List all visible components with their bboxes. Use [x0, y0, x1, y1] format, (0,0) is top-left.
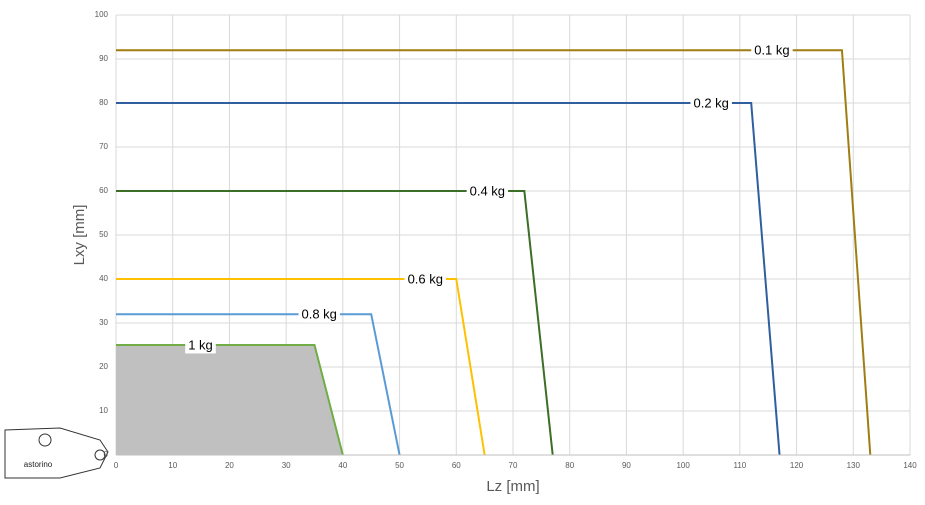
y-tick-label: 60 [99, 186, 108, 195]
x-tick-label: 0 [114, 461, 119, 470]
x-tick-label: 60 [452, 461, 461, 470]
label-background [690, 94, 732, 112]
series-label: 0.6 kg [408, 271, 443, 286]
label-background [298, 305, 340, 323]
y-tick-label: 100 [95, 10, 109, 19]
y-axis-title: Lxy [mm] [71, 205, 88, 266]
y-tick-label: 70 [99, 142, 108, 151]
x-tick-label: 130 [847, 461, 861, 470]
label-background [404, 270, 446, 288]
x-tick-label: 90 [622, 461, 631, 470]
shaded-area [116, 345, 343, 455]
y-tick-label: 80 [99, 98, 108, 107]
x-tick-label: 100 [676, 461, 690, 470]
robot-sketch [4, 427, 109, 479]
series-label: 0.4 kg [470, 183, 505, 198]
y-tick-label: 0 [104, 450, 109, 459]
series-line [116, 49, 872, 456]
series-label: 0.2 kg [693, 95, 728, 110]
robot-joint [94, 449, 106, 461]
x-tick-label: 80 [565, 461, 574, 470]
x-tick-label: 140 [903, 461, 917, 470]
series-line [116, 278, 486, 456]
y-tick-label: 40 [99, 274, 108, 283]
label-background [751, 41, 793, 59]
label-background [185, 336, 216, 354]
x-tick-label: 10 [168, 461, 177, 470]
x-tick-label: 110 [733, 461, 746, 470]
y-tick-label: 30 [99, 318, 108, 327]
series-line [116, 190, 554, 456]
robot-joint [38, 433, 52, 447]
series-label: 0.1 kg [754, 43, 789, 58]
series-line [116, 313, 401, 456]
series-label: 0.8 kg [302, 307, 337, 322]
x-axis-title: Lz [mm] [486, 478, 539, 495]
x-tick-label: 20 [225, 461, 234, 470]
y-tick-label: 50 [99, 230, 108, 239]
logo: astorino [4, 427, 109, 479]
y-tick-label: 10 [99, 406, 108, 415]
series-line [116, 344, 344, 456]
series-label: 1 kg [188, 337, 213, 352]
x-tick-label: 30 [282, 461, 291, 470]
y-tick-label: 20 [99, 362, 108, 371]
x-tick-label: 120 [790, 461, 804, 470]
label-background [466, 182, 509, 200]
logo-text: astorino [24, 460, 53, 469]
series-line [116, 102, 781, 456]
x-tick-label: 50 [395, 461, 404, 470]
y-tick-label: 90 [99, 54, 108, 63]
x-tick-label: 40 [338, 461, 347, 470]
x-tick-label: 70 [509, 461, 518, 470]
